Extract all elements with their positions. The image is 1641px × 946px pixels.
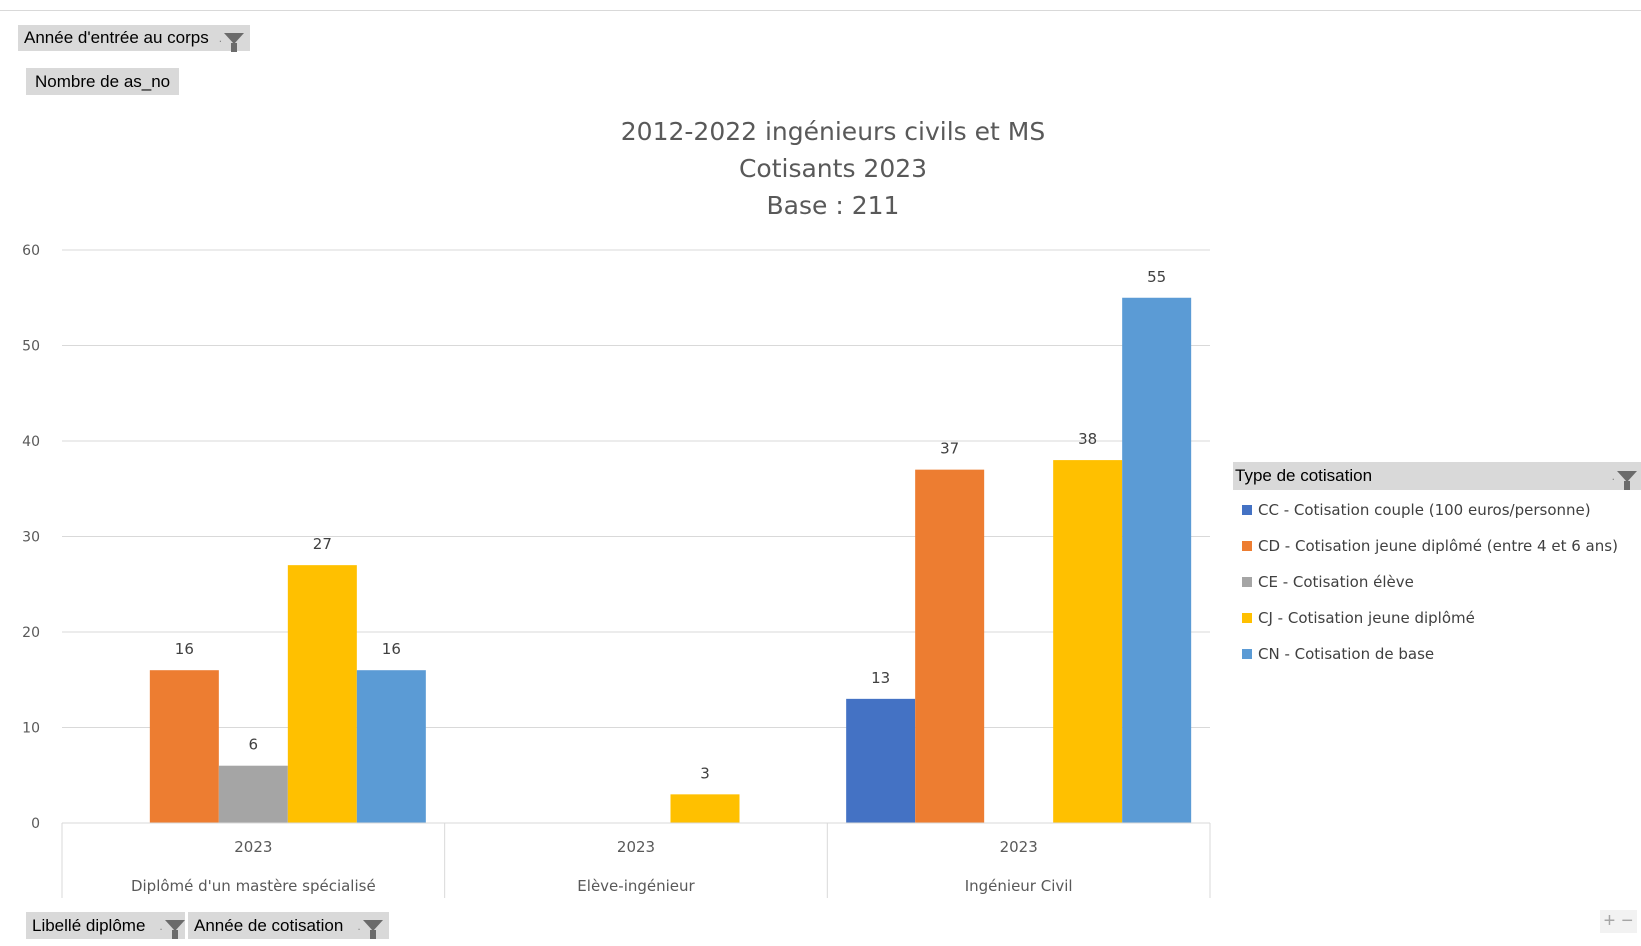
legend-item: CD - Cotisation jeune diplômé (entre 4 e… (1233, 528, 1641, 564)
data-label: 16 (175, 640, 194, 658)
legend-swatch (1242, 577, 1252, 587)
chart-title-line: 2012-2022 ingénieurs civils et MS (621, 117, 1045, 146)
y-tick-label: 50 (22, 339, 40, 355)
bar (149, 670, 219, 823)
legend-label: CC - Cotisation couple (100 euros/person… (1258, 501, 1591, 519)
legend-item: CJ - Cotisation jeune diplômé (1233, 600, 1641, 636)
data-label: 16 (382, 640, 401, 658)
legend-label: CJ - Cotisation jeune diplômé (1258, 609, 1475, 627)
data-label: 55 (1147, 268, 1166, 286)
filter-funnel-icon (362, 920, 383, 939)
report-filter-label: Année d'entrée au corps (24, 28, 209, 47)
bars (149, 297, 1192, 823)
legend-swatch (1242, 505, 1252, 515)
bar (846, 698, 916, 823)
dropdown-dot-icon: . (218, 31, 223, 45)
bar (915, 469, 985, 823)
data-label: 38 (1078, 430, 1097, 448)
dropdown-dot-icon: . (357, 918, 361, 933)
bar (218, 765, 288, 823)
bar (356, 670, 426, 823)
legend-swatch (1242, 649, 1252, 659)
legend-item: CC - Cotisation couple (100 euros/person… (1233, 492, 1641, 528)
chart-area (0, 10, 1641, 946)
bar (1122, 297, 1192, 823)
data-label: 27 (313, 535, 332, 553)
x-tick-label-category: Elève-ingénieur (577, 877, 695, 895)
legend: Type de cotisation . CC - Cotisation cou… (1233, 462, 1641, 672)
bar (287, 565, 357, 823)
zoom-controls: + − (1599, 910, 1637, 933)
x-tick-label-year: 2023 (1000, 838, 1038, 856)
x-tick-label-category: Diplômé d'un mastère spécialisé (131, 877, 376, 895)
axis-field-annee[interactable]: Année de cotisation . (188, 912, 389, 939)
axis-field-libelle-label: Libellé diplôme (32, 915, 146, 935)
legend-item: CN - Cotisation de base (1233, 636, 1641, 672)
legend-label: CN - Cotisation de base (1258, 645, 1435, 663)
legend-title: Type de cotisation (1235, 466, 1373, 485)
bar (1053, 460, 1123, 823)
zoom-in-button[interactable]: + (1603, 910, 1616, 932)
report-filter-field[interactable]: Année d'entrée au corps . (18, 25, 251, 52)
legend-filter-button[interactable]: . (1611, 469, 1637, 490)
dropdown-dot-icon: . (1611, 469, 1615, 483)
axis-field-annee-button[interactable]: . (357, 918, 383, 939)
bar (670, 794, 740, 823)
chart-title: 2012-2022 ingénieurs civils et MS Cotisan… (621, 117, 1045, 220)
zoom-out-button[interactable]: − (1621, 910, 1633, 932)
y-tick-label: 20 (22, 625, 40, 641)
y-tick-label: 10 (22, 721, 40, 737)
chart-title-line: Cotisants 2023 (739, 154, 927, 183)
x-tick-label-year: 2023 (234, 838, 272, 856)
axis-field-libelle[interactable]: Libellé diplôme . (26, 912, 185, 939)
x-tick-label-year: 2023 (617, 838, 655, 856)
report-filter-button[interactable]: . (218, 31, 245, 52)
axis-field-libelle-button[interactable]: . (159, 918, 185, 939)
legend-swatch (1242, 541, 1252, 551)
x-tick-label-category: Ingénieur Civil (965, 877, 1073, 895)
data-label: 3 (700, 764, 710, 782)
gridlines: 0 10 20 30 40 50 60 (22, 243, 1210, 832)
y-tick-label: 40 (22, 434, 40, 450)
value-field[interactable]: Nombre de as_no (26, 68, 180, 95)
value-field-label: Nombre de as_no (35, 71, 171, 91)
legend-header[interactable]: Type de cotisation . (1233, 462, 1641, 490)
chart-title-line: Base : 211 (767, 191, 900, 220)
data-label: 37 (940, 440, 959, 458)
y-tick-label: 0 (31, 816, 40, 832)
legend-swatch (1242, 613, 1252, 623)
category-axis: 2023 Diplômé d'un mastère spécialisé 2023 E… (61, 822, 1211, 898)
legend-label: CD - Cotisation jeune diplômé (entre 4 e… (1258, 537, 1618, 555)
y-tick-label: 30 (22, 530, 40, 546)
legend-items: CC - Cotisation couple (100 euros/person… (1233, 490, 1641, 672)
data-labels: 16 6 27 16 3 13 37 38 55 (175, 268, 1166, 783)
filter-funnel-icon (1617, 470, 1637, 490)
legend-label: CE - Cotisation élève (1258, 573, 1414, 591)
legend-item: CE - Cotisation élève (1233, 564, 1641, 600)
dropdown-dot-icon: . (159, 918, 163, 933)
data-label: 13 (871, 669, 890, 687)
axis-field-annee-label: Année de cotisation (194, 915, 344, 935)
filter-funnel-icon (224, 32, 245, 52)
y-tick-label: 60 (22, 243, 40, 259)
filter-funnel-icon (164, 920, 185, 939)
data-label: 6 (249, 736, 259, 754)
